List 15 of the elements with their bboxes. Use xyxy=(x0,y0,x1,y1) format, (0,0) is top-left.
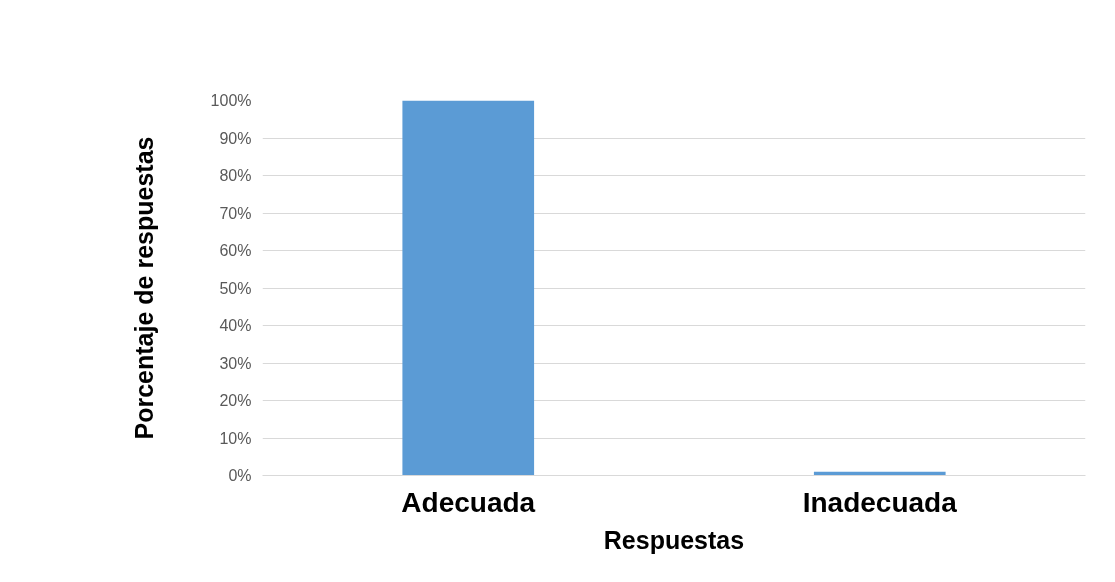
y-tick-label: 70% xyxy=(219,204,252,222)
y-axis-title: Porcentaje de respuestas xyxy=(129,136,158,440)
y-tick-label: 90% xyxy=(219,129,252,147)
y-tick-label: 40% xyxy=(219,317,252,334)
y-tick-label: 0% xyxy=(228,467,252,484)
x-axis-title: Respuestas xyxy=(603,525,745,554)
y-tick-label: 80% xyxy=(219,167,252,184)
y-tick-label: 30% xyxy=(219,354,252,372)
x-tick-label: Adecuada xyxy=(401,486,536,518)
y-tick-label: 10% xyxy=(219,429,252,447)
y-tick-label: 50% xyxy=(219,279,252,297)
x-tick-label: Inadecuada xyxy=(802,486,958,518)
y-tick-label: 60% xyxy=(219,242,252,259)
y-tick-label: 20% xyxy=(219,392,252,409)
y-tick-label: 100% xyxy=(210,92,252,109)
